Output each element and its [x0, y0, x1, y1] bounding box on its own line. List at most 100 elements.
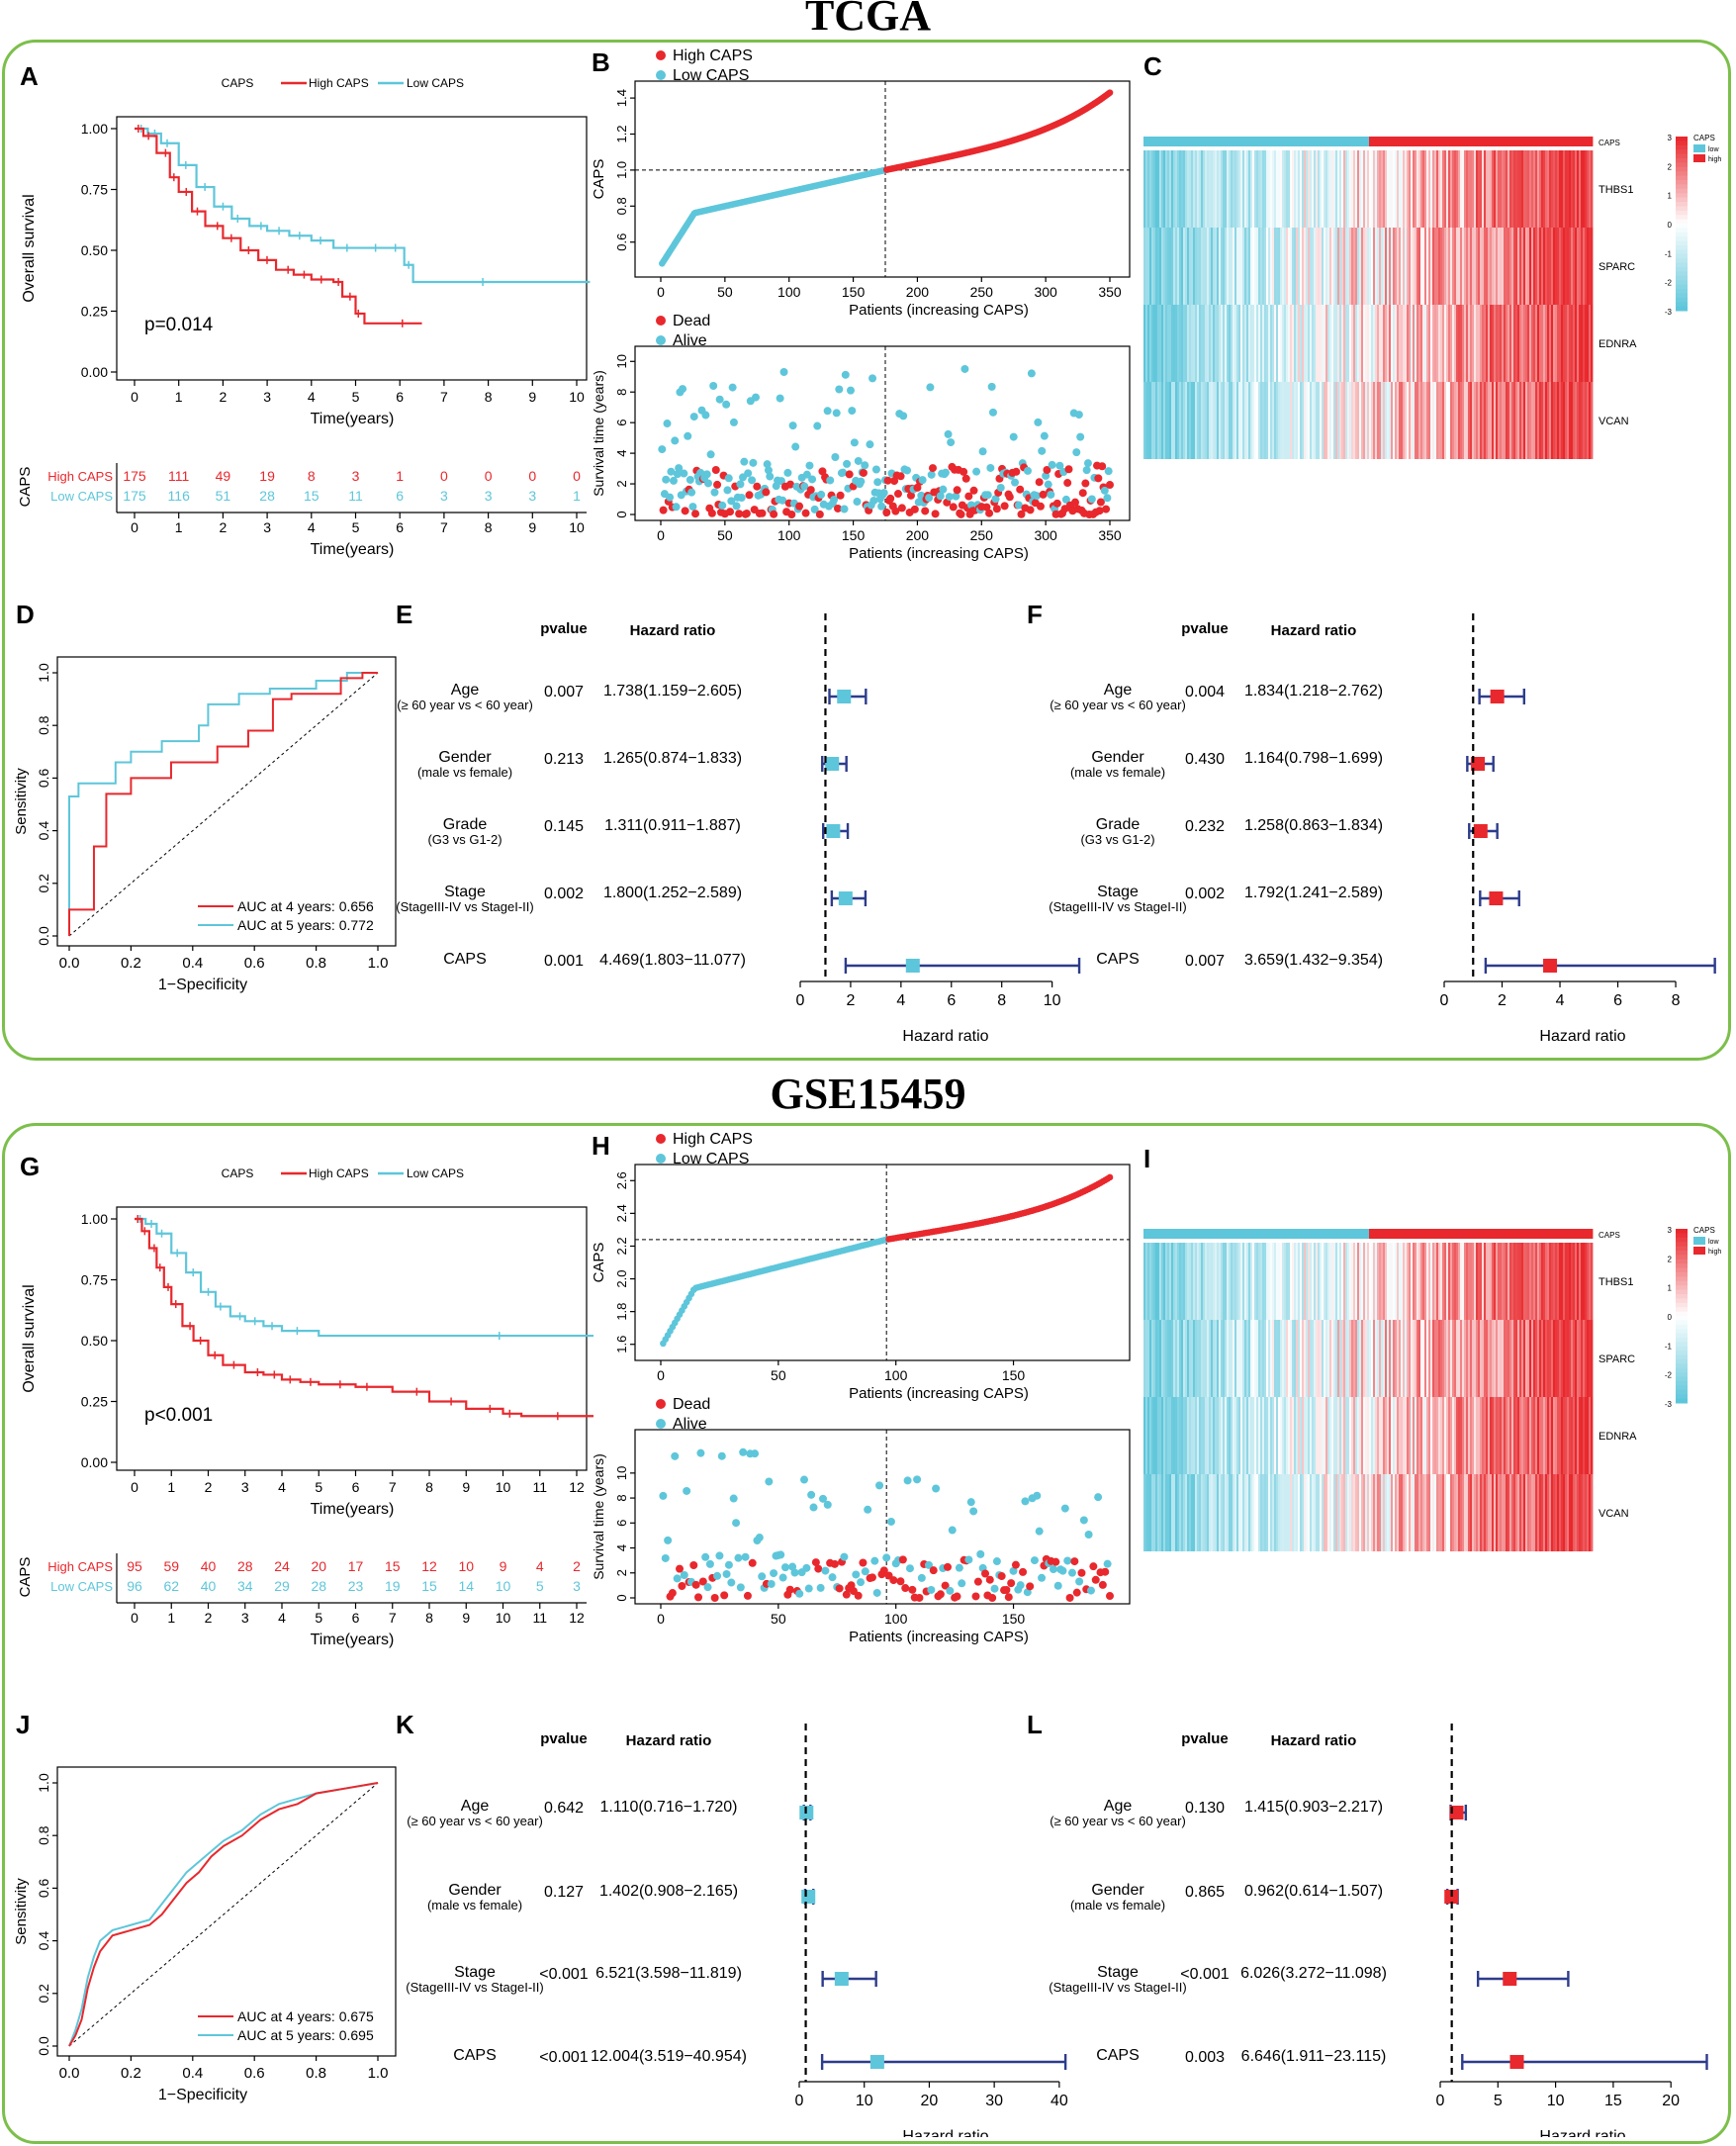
gse-heat-heat-cell — [1280, 1397, 1283, 1474]
gse-heat-heat-cell — [1403, 1397, 1406, 1474]
tcga-status-status-point — [1082, 466, 1091, 475]
tcga-heat-heat-cell — [1211, 382, 1214, 459]
tcga-status-status-point — [969, 486, 978, 495]
gse-heat-heat-cell — [1444, 1474, 1447, 1551]
gse-heat-heat-cell — [1320, 1320, 1323, 1397]
tcga-heat-heat-cell — [1579, 382, 1582, 459]
tcga-status-status-point — [868, 374, 877, 383]
tcga-heat-heat-cell — [1458, 228, 1461, 305]
gse-heat-heat-cell — [1272, 1474, 1275, 1551]
gse-heat-heat-cell — [1343, 1320, 1346, 1397]
gse-heat-heat-cell — [1472, 1320, 1475, 1397]
tcga-heat-heat-cell — [1413, 137, 1416, 146]
tcga-heat-heat-cell — [1153, 382, 1156, 459]
gse-heat-heat-cell — [1407, 1320, 1410, 1397]
tcga-status-status-point — [684, 431, 692, 440]
gse-heat-heat-cell — [1300, 1229, 1303, 1239]
gse-heat-heat-cell — [1373, 1320, 1376, 1397]
tcga-roc-ytick-label: 0.8 — [36, 715, 51, 735]
tcga-heat-heat-cell — [1579, 228, 1582, 305]
tcga-heat-heat-cell — [1508, 137, 1510, 146]
gse-heat-heat-cell — [1294, 1474, 1297, 1551]
tcga-status-status-point — [776, 394, 784, 403]
gse-heat-heat-cell — [1521, 1397, 1524, 1474]
gse-heat-heat-cell — [1306, 1320, 1309, 1397]
tcga-heat-heat-cell — [1494, 228, 1497, 305]
gse-heat-heat-cell — [1341, 1229, 1344, 1239]
gse-heat-heat-cell — [1341, 1474, 1344, 1551]
tcga-heat-heat-cell — [1543, 382, 1546, 459]
tcga-heat-heat-cell — [1161, 305, 1164, 382]
tcga-heat-heat-cell — [1223, 305, 1226, 382]
gse-status-status-point — [830, 1559, 839, 1568]
gse-heat-heat-cell — [1401, 1243, 1404, 1320]
gse-heat-heat-cell — [1363, 1243, 1366, 1320]
tcga-forest-uni-row-pvalue: 0.213 — [544, 751, 584, 768]
tcga-score-plot-frame — [634, 80, 1131, 278]
gse-forest-multi-xlabel: Hazard ratio — [1539, 2128, 1625, 2137]
gse-heat-heat-cell — [1557, 1243, 1560, 1320]
tcga-heat-scale-step — [1676, 228, 1688, 233]
tcga-heat-heat-cell — [1165, 382, 1168, 459]
tcga-heat-heat-cell — [1545, 228, 1548, 305]
gse-heat-heat-cell — [1143, 1229, 1146, 1239]
tcga-heat-heat-cell — [1422, 228, 1425, 305]
gse-heat-heat-cell — [1240, 1474, 1243, 1551]
tcga-status-status-point — [988, 408, 997, 417]
tcga-heat-heat-cell — [1304, 305, 1307, 382]
tcga-heat-heat-cell — [1474, 228, 1477, 305]
tcga-heat-heat-cell — [1223, 228, 1226, 305]
gse-heat-heat-cell — [1177, 1243, 1180, 1320]
tcga-heat-heat-cell — [1181, 150, 1184, 228]
gse-heat-heat-cell — [1310, 1474, 1313, 1551]
gse-heat-heat-cell — [1236, 1243, 1239, 1320]
tcga-heat-heat-cell — [1502, 228, 1505, 305]
tcga-heat-heat-cell — [1322, 305, 1325, 382]
gse-heat-heat-cell — [1468, 1229, 1471, 1239]
tcga-heat-heat-cell — [1585, 228, 1588, 305]
gse-heat-heat-cell — [1450, 1397, 1453, 1474]
gse-heat-heat-cell — [1361, 1229, 1364, 1239]
tcga-km-xtick-label: 2 — [220, 389, 228, 405]
gse-heat-heat-cell — [1591, 1397, 1594, 1474]
tcga-status-status-point — [845, 470, 854, 479]
tcga-heat-heat-cell — [1504, 150, 1507, 228]
tcga-heat-heat-cell — [1337, 305, 1340, 382]
tcga-heat-heat-cell — [1484, 305, 1487, 382]
tcga-heat-row-label: SPARC — [1599, 261, 1635, 273]
gse-heat-heat-cell — [1280, 1474, 1283, 1551]
tcga-heat-heat-cell — [1428, 228, 1431, 305]
tcga-score-xtick-label: 200 — [906, 284, 930, 300]
tcga-status-status-point — [732, 502, 741, 511]
tcga-heat-heat-cell — [1312, 137, 1315, 146]
tcga-status-status-point — [910, 505, 919, 513]
tcga-heat-heat-cell — [1569, 137, 1572, 146]
gse-heat-heat-cell — [1581, 1243, 1584, 1320]
gse-status-status-point — [917, 1573, 926, 1582]
tcga-forest-uni-row-subtitle: (≥ 60 year vs < 60 year) — [397, 698, 533, 712]
gse-heat-heat-cell — [1486, 1320, 1489, 1397]
tcga-heat-heat-cell — [1375, 228, 1378, 305]
tcga-heat-heat-cell — [1233, 150, 1235, 228]
gse-heat-heat-cell — [1420, 1243, 1423, 1320]
tcga-forest-uni-row-hr-box — [837, 690, 852, 703]
tcga-heat-heat-cell — [1381, 137, 1384, 146]
tcga-heat-heat-cell — [1545, 305, 1548, 382]
tcga-heat-heat-cell — [1430, 137, 1433, 146]
gse-heat-heat-cell — [1448, 1243, 1451, 1320]
gse-heat-heat-cell — [1424, 1229, 1427, 1239]
tcga-heat-heat-cell — [1278, 228, 1281, 305]
gse-heat-heat-cell — [1470, 1397, 1473, 1474]
gse-heat-heat-cell — [1229, 1243, 1232, 1320]
gse-heat-heat-cell — [1413, 1320, 1416, 1397]
tcga-heat-heat-cell — [1480, 382, 1483, 459]
tcga-heat-heat-cell — [1490, 228, 1493, 305]
gse-heat-heat-cell — [1557, 1474, 1560, 1551]
gse-heat-heat-cell — [1250, 1243, 1253, 1320]
gse-heat-heat-cell — [1308, 1474, 1311, 1551]
tcga-km-risk-low-count: 175 — [123, 488, 146, 504]
gse-km-panel: G CAPS High CAPS Low CAPS0.000.250.500.751.… — [17, 1152, 594, 1648]
gse-heat-heat-cell — [1494, 1320, 1497, 1397]
tcga-heat-heat-cell — [1563, 228, 1566, 305]
gse-km-risk-high-count: 24 — [274, 1558, 290, 1574]
